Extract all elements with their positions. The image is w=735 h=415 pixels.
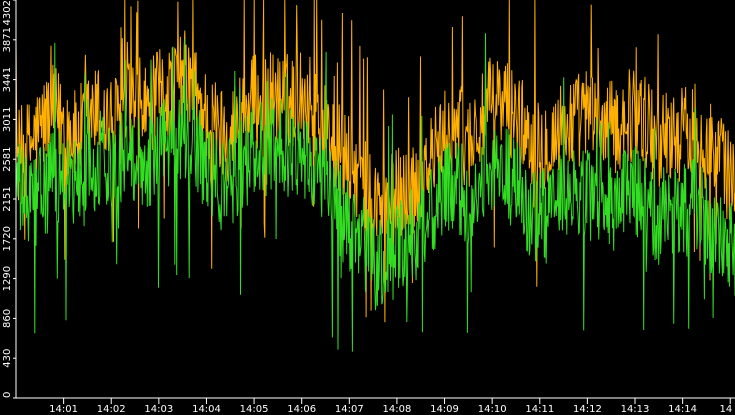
y-tick-label: 860 (2, 309, 13, 328)
x-tick-label: 14:07 (335, 404, 364, 415)
series-line-1 (15, 0, 735, 323)
x-tick-label: 14:04 (192, 404, 221, 415)
y-tick-label: 1290 (2, 266, 13, 291)
x-tick-label: 14:02 (97, 404, 126, 415)
x-tick-label: 14:09 (430, 404, 459, 415)
x-tick-label: 14:10 (478, 404, 507, 415)
y-tick-label: 3441 (2, 67, 13, 92)
series-line-2 (15, 33, 735, 352)
y-tick-label: 1720 (2, 226, 13, 251)
x-tick-label: 14:12 (573, 404, 602, 415)
series-layer (15, 0, 735, 352)
x-tick-label: 14:11 (525, 404, 554, 415)
y-tick-label: 2581 (2, 146, 13, 171)
y-tick-label: 430 (2, 349, 13, 368)
x-tick-label: 14:08 (382, 404, 411, 415)
x-tick-label: 14:13 (621, 404, 650, 415)
y-tick-label: 3871 (2, 27, 13, 52)
x-tick-label: 14 (719, 404, 732, 415)
x-tick-label: 14:01 (49, 404, 78, 415)
y-tick-label: 4302 (2, 0, 13, 25)
x-tick-label: 14:06 (287, 404, 316, 415)
y-tick-label: 0 (2, 392, 13, 398)
x-tick-label: 14:05 (240, 404, 269, 415)
y-tick-label: 3011 (2, 107, 13, 132)
x-tick-label: 14:14 (668, 404, 697, 415)
x-tick-label: 14:03 (144, 404, 173, 415)
y-tick-label: 2151 (2, 186, 13, 211)
